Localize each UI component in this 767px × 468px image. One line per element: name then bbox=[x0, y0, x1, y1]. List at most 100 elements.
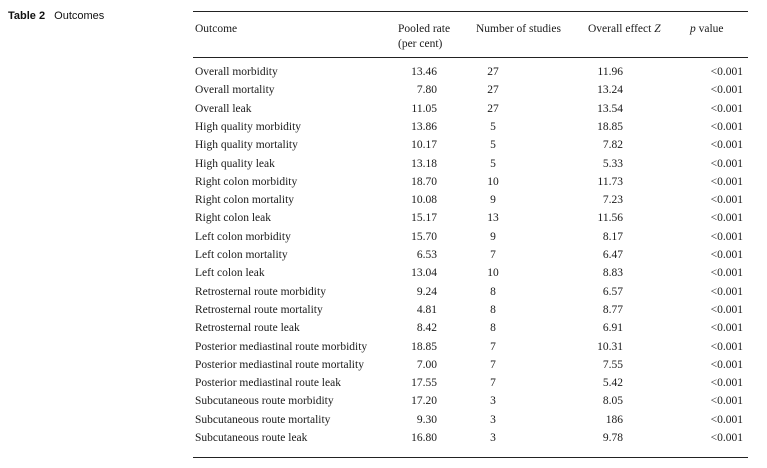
cell-p-value: <0.001 bbox=[710, 66, 743, 78]
cell-overall-effect-z: 10.31 bbox=[597, 340, 623, 353]
table-row: High quality morbidity 13.86 5 18.85 <0.001 bbox=[193, 118, 748, 136]
cell-p-value: <0.001 bbox=[710, 102, 743, 115]
cell-overall-effect-z: 13.24 bbox=[597, 84, 623, 97]
table-caption: Table 2 Outcomes bbox=[8, 10, 104, 22]
cell-overall-effect-z: 6.47 bbox=[602, 249, 623, 261]
cell-p-value: <0.001 bbox=[710, 175, 743, 188]
table-row: Posterior mediastinal route leak 17.55 7 5.… bbox=[193, 374, 748, 392]
cell-outcome: High quality morbidity bbox=[195, 120, 302, 133]
table-row: Left colon morbidity 15.70 9 8.17 <0.001 bbox=[193, 228, 748, 246]
table-row: Subcutaneous route morbidity 17.20 3 8.05 <0… bbox=[193, 392, 748, 410]
cell-pooled-rate: 17.20 bbox=[411, 395, 437, 408]
cell-outcome: Overall morbidity bbox=[195, 66, 278, 78]
cell-pooled-rate: 18.85 bbox=[411, 340, 437, 353]
cell-outcome: Subcutaneous route mortality bbox=[195, 413, 331, 426]
cell-p-value: <0.001 bbox=[710, 413, 743, 426]
cell-p-value: <0.001 bbox=[710, 322, 743, 335]
cell-number-of-studies: 5 bbox=[490, 157, 496, 170]
table-caption-label: Table 2 bbox=[8, 10, 46, 22]
header-outcome: Outcome bbox=[195, 23, 238, 35]
table-row: Subcutaneous route mortality 9.30 3 186 <0.0… bbox=[193, 411, 748, 429]
cell-outcome: Retrosternal route mortality bbox=[195, 303, 323, 316]
cell-outcome: Subcutaneous route leak bbox=[195, 432, 308, 444]
table-bottom-rule bbox=[193, 457, 748, 458]
cell-pooled-rate: 13.04 bbox=[411, 267, 437, 280]
table-row: High quality mortality 10.17 5 7.82 <0.001 bbox=[193, 136, 748, 154]
cell-overall-effect-z: 8.05 bbox=[602, 395, 623, 408]
cell-p-value: <0.001 bbox=[710, 249, 743, 261]
cell-pooled-rate: 6.53 bbox=[416, 249, 437, 261]
table-row: Overall mortality 7.80 27 13.24 <0.001 bbox=[193, 81, 748, 99]
cell-number-of-studies: 8 bbox=[490, 322, 496, 335]
header-pooled-rate-line2: (per cent) bbox=[398, 38, 443, 50]
table-header-rule bbox=[193, 57, 748, 58]
cell-outcome: High quality mortality bbox=[195, 139, 298, 152]
table-row: Retrosternal route leak 8.42 8 6.91 <0.001 bbox=[193, 319, 748, 337]
cell-outcome: High quality leak bbox=[195, 157, 275, 170]
header-p-value: p value bbox=[690, 22, 724, 36]
cell-number-of-studies: 7 bbox=[490, 249, 496, 261]
cell-number-of-studies: 10 bbox=[487, 267, 499, 280]
cell-p-value: <0.001 bbox=[710, 230, 743, 243]
cell-overall-effect-z: 8.83 bbox=[602, 267, 623, 280]
cell-outcome: Left colon leak bbox=[195, 267, 265, 280]
table-row: Overall leak 11.05 27 13.54 <0.001 bbox=[193, 100, 748, 118]
cell-overall-effect-z: 13.54 bbox=[597, 102, 623, 115]
table-row: Overall morbidity 13.46 27 11.96 <0.001 bbox=[193, 63, 748, 81]
cell-number-of-studies: 13 bbox=[487, 212, 499, 225]
cell-overall-effect-z: 5.42 bbox=[602, 377, 623, 390]
cell-pooled-rate: 7.00 bbox=[416, 358, 437, 371]
table-row: Posterior mediastinal route morbidity 18.… bbox=[193, 338, 748, 356]
header-pooled-rate-line1: Pooled rate bbox=[398, 23, 451, 35]
cell-outcome: Posterior mediastinal route leak bbox=[195, 377, 341, 390]
table-row: High quality leak 13.18 5 5.33 <0.001 bbox=[193, 155, 748, 173]
table-row: Right colon leak 15.17 13 11.56 <0.001 bbox=[193, 209, 748, 227]
cell-pooled-rate: 11.05 bbox=[411, 102, 437, 115]
cell-overall-effect-z: 6.91 bbox=[602, 322, 623, 335]
table-row: Subcutaneous route leak 16.80 3 9.78 <0.001 bbox=[193, 429, 748, 447]
table-row: Left colon mortality 6.53 7 6.47 <0.001 bbox=[193, 246, 748, 264]
cell-pooled-rate: 4.81 bbox=[416, 303, 437, 316]
cell-p-value: <0.001 bbox=[710, 267, 743, 280]
cell-number-of-studies: 9 bbox=[490, 194, 496, 207]
cell-outcome: Retrosternal route morbidity bbox=[195, 285, 326, 298]
cell-outcome: Subcutaneous route morbidity bbox=[195, 395, 334, 408]
cell-overall-effect-z: 7.55 bbox=[602, 358, 623, 371]
cell-overall-effect-z: 5.33 bbox=[602, 157, 623, 170]
cell-outcome: Right colon mortality bbox=[195, 194, 295, 207]
cell-pooled-rate: 13.18 bbox=[411, 157, 437, 170]
cell-p-value: <0.001 bbox=[710, 157, 743, 170]
cell-pooled-rate: 10.17 bbox=[411, 139, 437, 152]
cell-pooled-rate: 17.55 bbox=[411, 377, 437, 390]
cell-number-of-studies: 7 bbox=[490, 377, 496, 390]
cell-overall-effect-z: 8.17 bbox=[602, 230, 623, 243]
cell-overall-effect-z: 7.82 bbox=[602, 139, 623, 152]
cell-overall-effect-z: 6.57 bbox=[602, 285, 623, 298]
cell-p-value: <0.001 bbox=[710, 303, 743, 316]
cell-p-value: <0.001 bbox=[710, 395, 743, 408]
cell-outcome: Posterior mediastinal route morbidity bbox=[195, 340, 368, 353]
cell-pooled-rate: 15.70 bbox=[411, 230, 437, 243]
cell-p-value: <0.001 bbox=[710, 340, 743, 353]
cell-outcome: Overall mortality bbox=[195, 84, 275, 97]
cell-number-of-studies: 27 bbox=[487, 102, 499, 115]
cell-outcome: Posterior mediastinal route mortality bbox=[195, 358, 364, 371]
cell-overall-effect-z: 11.73 bbox=[597, 175, 623, 188]
header-overall-effect-text: Overall effect bbox=[588, 23, 655, 35]
cell-number-of-studies: 9 bbox=[490, 230, 496, 243]
table-row: Posterior mediastinal route mortality 7.0… bbox=[193, 356, 748, 374]
cell-number-of-studies: 5 bbox=[490, 120, 496, 133]
cell-outcome: Left colon morbidity bbox=[195, 230, 291, 243]
table-row: Left colon leak 13.04 10 8.83 <0.001 bbox=[193, 264, 748, 282]
cell-overall-effect-z: 9.78 bbox=[602, 432, 623, 444]
cell-p-value: <0.001 bbox=[710, 432, 743, 444]
cell-p-value: <0.001 bbox=[710, 285, 743, 298]
table-row: Right colon morbidity 18.70 10 11.73 <0.001 bbox=[193, 173, 748, 191]
cell-pooled-rate: 9.24 bbox=[416, 285, 437, 298]
table-caption-title: Outcomes bbox=[54, 10, 105, 22]
table-row: Retrosternal route mortality 4.81 8 8.77 <0.… bbox=[193, 301, 748, 319]
cell-p-value: <0.001 bbox=[710, 84, 743, 97]
cell-overall-effect-z: 11.96 bbox=[597, 66, 623, 78]
cell-p-value: <0.001 bbox=[710, 120, 743, 133]
cell-pooled-rate: 18.70 bbox=[411, 175, 437, 188]
